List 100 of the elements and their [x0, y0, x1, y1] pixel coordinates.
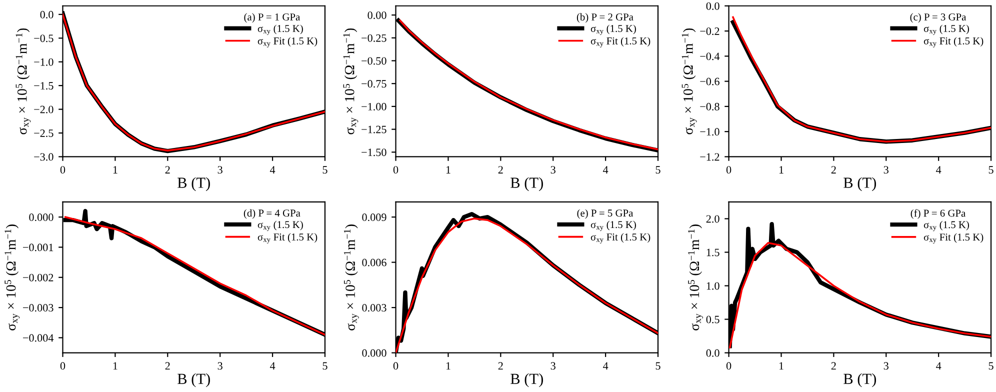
x-tick-label: 3 — [550, 166, 556, 174]
y-tick-label: −2.0 — [34, 106, 54, 114]
legend-label: σ$_{xy}$ Fit (1.5 K) — [590, 37, 650, 48]
x-tick-label: 5 — [656, 362, 660, 370]
x-tick-label: 0 — [726, 362, 732, 370]
x-axis-title: B (T) — [510, 373, 543, 388]
y-tick-label: 1.5 — [706, 248, 720, 256]
x-tick-label: 5 — [322, 362, 328, 370]
y-tick-label: −1.0 — [700, 128, 720, 136]
y-tick-label: 0.000 — [29, 214, 54, 222]
y-tick-label: 0.003 — [362, 304, 386, 312]
y-tick-label: 0.0 — [40, 10, 54, 18]
legend-label: σ$_{xy}$ (1.5 K) — [590, 220, 636, 232]
x-tick-label: 2 — [165, 362, 170, 370]
y-tick-label: −3.0 — [34, 153, 54, 161]
x-tick-label: 2 — [165, 166, 170, 174]
x-tick-label: 1 — [113, 362, 118, 370]
text: σ$_{xy}$ × 10$^{5}$ (Ω$^{−1}$m$^{−1}$) — [343, 28, 358, 134]
legend-title: (c) P = 3 GPa — [910, 13, 966, 23]
y-tick-label: −0.6 — [700, 78, 720, 86]
y-tick-label: 0.0 — [706, 2, 720, 10]
x-tick-label: 1 — [113, 166, 118, 174]
x-tick-label: 5 — [656, 166, 660, 174]
y-tick-label: −0.004 — [23, 334, 54, 342]
y-tick-label: 0.0 — [706, 349, 720, 357]
y-tick-label: 0.00 — [368, 11, 386, 20]
legend-label: σ$_{xy}$ Fit (1.5 K) — [924, 233, 984, 244]
x-axis-title: B (T) — [510, 177, 543, 192]
y-tick-label: 0.009 — [362, 214, 386, 222]
x-tick-label: 0 — [393, 362, 398, 370]
y-tick-label: 1.0 — [706, 282, 720, 290]
y-tick-label: −1.5 — [34, 82, 54, 90]
legend-label: σ$_{xy}$ Fit (1.5 K) — [924, 37, 984, 48]
legend-label: σ$_{xy}$ (1.5 K) — [258, 220, 303, 232]
x-tick-label: 1 — [446, 362, 450, 370]
text: σ$_{xy}$ × 10$^{5}$ (Ω$^{−1}$m$^{−1}$) — [688, 224, 703, 330]
legend-label: σ$_{xy}$ (1.5 K) — [590, 24, 636, 35]
legend-label: σ$_{xy}$ (1.5 K) — [924, 220, 969, 232]
y-tick-label: −0.25 — [362, 34, 386, 42]
x-tick-label: 5 — [988, 362, 994, 370]
y-tick-label: −1.25 — [362, 126, 386, 134]
y-tick-label: −1.2 — [700, 153, 720, 161]
y-tick-label: −1.50 — [362, 148, 386, 156]
y-tick-label: −0.003 — [23, 304, 54, 312]
x-tick-label: 2 — [831, 166, 836, 174]
legend-title: (b) P = 2 GPa — [576, 13, 634, 23]
text: σ$_{xy}$ × 10$^{5}$ (Ω$^{−1}$m$^{−1}$) — [16, 28, 31, 134]
y-tick-label: −1.00 — [362, 102, 386, 110]
x-tick-label: 4 — [936, 166, 942, 174]
x-tick-label: 4 — [270, 166, 276, 174]
x-tick-label: 0 — [60, 362, 66, 370]
x-axis-title: B (T) — [178, 177, 210, 192]
legend-title: (a) P = 1 GPa — [244, 13, 300, 23]
x-tick-label: 0 — [726, 166, 732, 174]
x-tick-label: 3 — [884, 166, 888, 174]
x-tick-label: 4 — [602, 362, 608, 370]
legend-label: σ$_{xy}$ (1.5 K) — [924, 24, 969, 35]
x-axis-title: B (T) — [844, 373, 876, 388]
x-tick-label: 3 — [550, 362, 556, 370]
text: σ$_{xy}$ × 10$^{5}$ (Ω$^{−1}$m$^{−1}$) — [344, 224, 359, 330]
legend-title: (d) P = 4 GPa — [244, 209, 300, 219]
legend-label: σ$_{xy}$ Fit (1.5 K) — [258, 37, 318, 48]
x-tick-label: 2 — [498, 362, 503, 370]
x-tick-label: 4 — [936, 362, 942, 370]
y-tick-label: −0.75 — [362, 80, 386, 88]
legend-title: (e) P = 5 GPa — [577, 209, 634, 219]
x-tick-label: 0 — [60, 166, 66, 174]
y-tick-label: −0.8 — [700, 102, 720, 110]
legend-label: σ$_{xy}$ Fit (1.5 K) — [590, 233, 650, 244]
x-tick-label: 1 — [446, 166, 450, 174]
x-axis-title: B (T) — [844, 177, 876, 192]
x-axis-title: B (T) — [178, 373, 210, 388]
text: σ$_{xy}$ × 10$^{5}$ (Ω$^{−1}$m$^{−1}$) — [4, 224, 20, 330]
y-tick-label: −0.50 — [362, 57, 386, 65]
x-tick-label: 1 — [779, 362, 784, 370]
y-tick-label: −1.0 — [34, 58, 54, 66]
x-tick-label: 4 — [602, 166, 608, 174]
y-tick-label: −2.5 — [34, 129, 54, 138]
legend-label: σ$_{xy}$ Fit (1.5 K) — [258, 233, 318, 244]
x-tick-label: 4 — [270, 362, 276, 370]
x-tick-label: 1 — [779, 166, 784, 174]
x-tick-label: 3 — [218, 362, 222, 370]
x-tick-label: 0 — [393, 166, 398, 174]
x-tick-label: 2 — [498, 166, 503, 174]
y-tick-label: 0.006 — [362, 258, 386, 266]
y-tick-label: −0.5 — [34, 34, 54, 42]
x-tick-label: 3 — [884, 362, 888, 370]
y-tick-label: −0.4 — [700, 52, 720, 60]
text: σ$_{xy}$ × 10$^{5}$ (Ω$^{−1}$m$^{−1}$) — [682, 28, 697, 134]
x-tick-label: 5 — [322, 166, 328, 174]
legend-title: (f) P = 6 GPa — [910, 209, 966, 219]
x-tick-label: 3 — [218, 166, 222, 174]
x-tick-label: 5 — [988, 166, 994, 174]
y-tick-label: −0.2 — [700, 27, 720, 36]
x-tick-label: 2 — [831, 362, 836, 370]
y-tick-label: −0.001 — [23, 244, 54, 252]
y-tick-label: 0.000 — [362, 349, 386, 357]
y-tick-label: −0.002 — [23, 274, 54, 282]
y-tick-label: 0.5 — [706, 316, 720, 324]
legend-label: σ$_{xy}$ (1.5 K) — [258, 24, 303, 35]
